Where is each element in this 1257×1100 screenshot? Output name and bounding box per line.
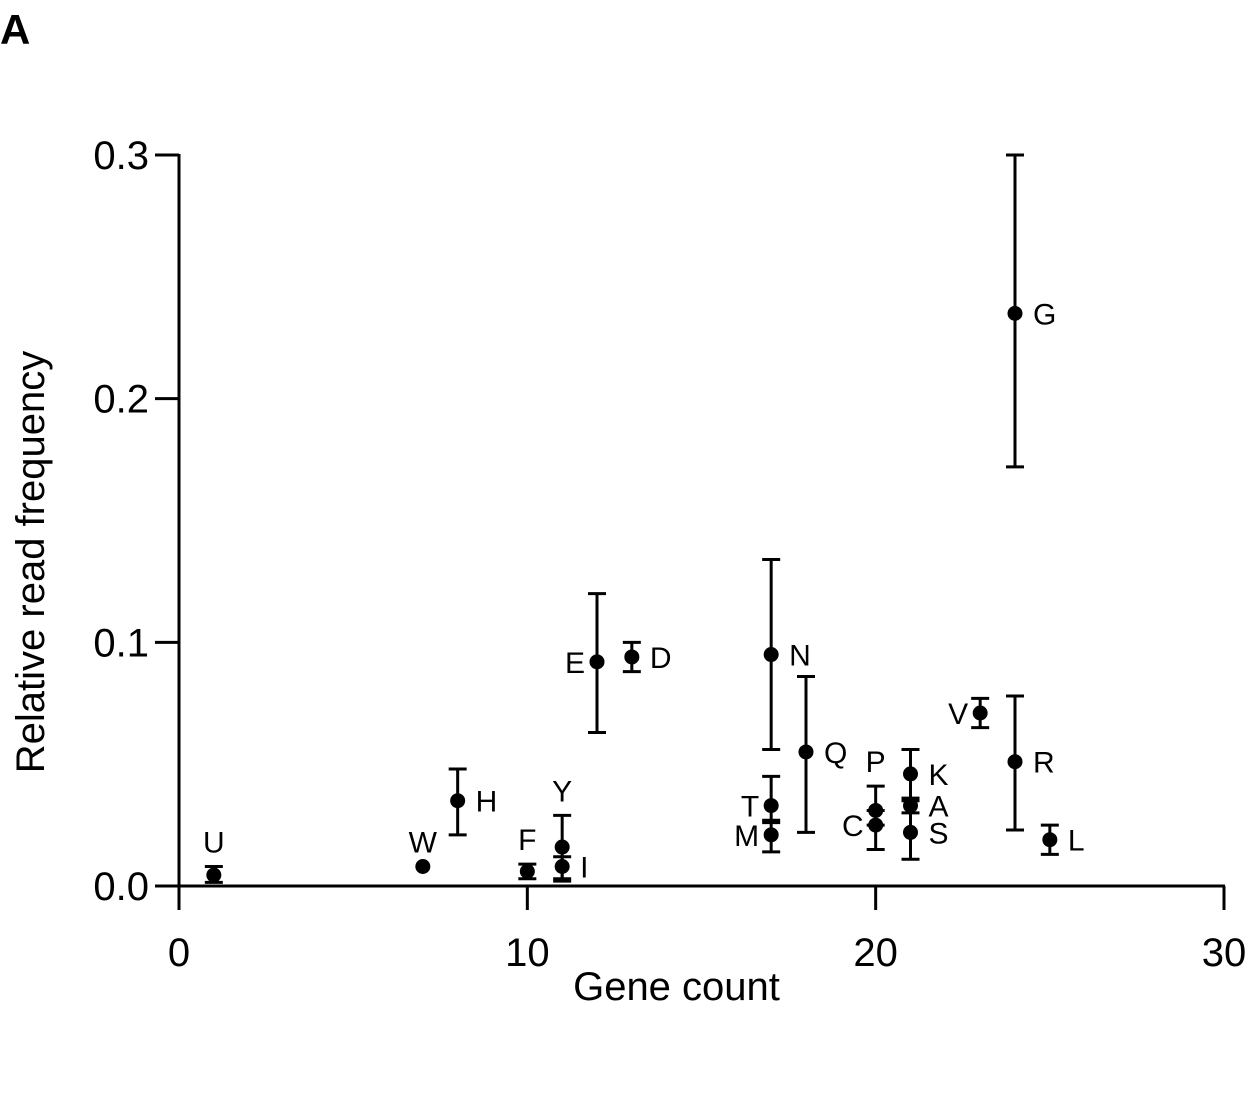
y-axis-title: Relative read frequency xyxy=(9,351,53,773)
point-label: Y xyxy=(552,775,572,808)
point-label: U xyxy=(203,827,225,860)
marker xyxy=(972,705,988,721)
x-tick-label: 20 xyxy=(853,931,898,975)
point-label: M xyxy=(734,820,759,853)
x-tick-label: 0 xyxy=(168,931,190,975)
marker xyxy=(868,817,884,833)
point-label: H xyxy=(476,786,498,819)
point-label: S xyxy=(929,817,949,850)
point-label: L xyxy=(1068,825,1085,858)
data-point-E: E xyxy=(565,592,606,734)
point-label: N xyxy=(789,640,811,673)
point-label: I xyxy=(580,852,588,885)
axes xyxy=(155,154,1225,888)
data-point-G: G xyxy=(1006,153,1056,469)
marker xyxy=(1007,754,1023,770)
data-point-F: F xyxy=(518,824,536,881)
y-tick-label: 0.1 xyxy=(93,621,149,665)
marker xyxy=(763,647,779,663)
point-label: R xyxy=(1033,747,1055,780)
data-point-C: C xyxy=(842,808,885,851)
marker xyxy=(624,649,640,665)
point-label: D xyxy=(650,642,672,675)
point-label: K xyxy=(929,759,949,792)
point-label: P xyxy=(866,746,886,779)
marker xyxy=(589,654,605,670)
marker xyxy=(519,863,535,879)
point-label: W xyxy=(409,827,438,860)
point-label: F xyxy=(518,824,536,857)
data-point-L: L xyxy=(1040,823,1085,858)
marker xyxy=(206,867,222,883)
y-tick-label: 0.2 xyxy=(93,378,149,422)
data-point-D: D xyxy=(622,640,672,675)
point-label: A xyxy=(929,791,949,824)
y-tick-label: 0.3 xyxy=(93,134,149,178)
marker xyxy=(554,839,570,855)
y-ticks: 0.0 0.1 0.2 0.3 xyxy=(93,134,179,909)
x-ticks: 0 10 20 30 xyxy=(168,886,1246,975)
data-point-W: W xyxy=(409,827,438,875)
marker xyxy=(763,827,779,843)
data-point-I: I xyxy=(553,852,589,885)
data-point-M: M xyxy=(734,818,781,854)
data-points: U W HFY I E D N TM Q PC KAS V G R L xyxy=(203,153,1085,885)
marker xyxy=(903,766,918,782)
x-tick-label: 10 xyxy=(505,931,550,975)
y-tick-label: 0.0 xyxy=(93,865,149,909)
marker xyxy=(450,793,466,809)
data-point-U: U xyxy=(203,827,225,884)
data-point-K: K xyxy=(901,748,949,803)
marker xyxy=(1042,832,1058,848)
panel-label: A xyxy=(0,6,31,53)
marker xyxy=(1007,305,1023,321)
point-label: Q xyxy=(824,737,847,770)
marker xyxy=(903,824,918,840)
point-label: V xyxy=(948,698,968,731)
data-point-T: T xyxy=(741,774,781,825)
marker xyxy=(554,859,570,875)
point-label: G xyxy=(1033,298,1056,331)
data-point-H: H xyxy=(448,767,498,837)
point-label: E xyxy=(565,647,585,680)
data-point-S: S xyxy=(901,796,949,861)
data-point-V: V xyxy=(948,696,990,731)
marker xyxy=(415,859,431,875)
x-axis-title: Gene count xyxy=(573,965,780,1009)
marker xyxy=(763,798,779,814)
point-label: C xyxy=(842,810,864,843)
data-point-N: N xyxy=(762,557,811,752)
point-label: T xyxy=(741,791,759,824)
data-point-Q: Q xyxy=(797,674,847,834)
data-point-R: R xyxy=(1006,694,1055,832)
x-tick-label: 30 xyxy=(1202,931,1247,975)
marker xyxy=(798,744,814,760)
